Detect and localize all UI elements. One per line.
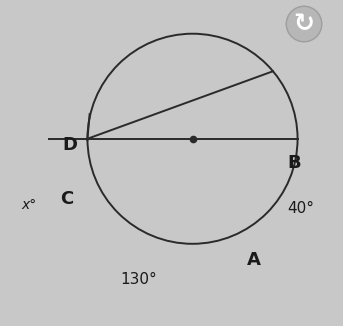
Text: 130°: 130° — [121, 272, 157, 287]
Circle shape — [286, 6, 322, 42]
Text: C: C — [60, 189, 73, 208]
Text: D: D — [62, 136, 77, 154]
Text: B: B — [287, 154, 301, 172]
Text: A: A — [247, 251, 261, 269]
Text: 40°: 40° — [287, 201, 314, 216]
Text: x°: x° — [22, 198, 37, 212]
Text: ↻: ↻ — [294, 12, 315, 36]
